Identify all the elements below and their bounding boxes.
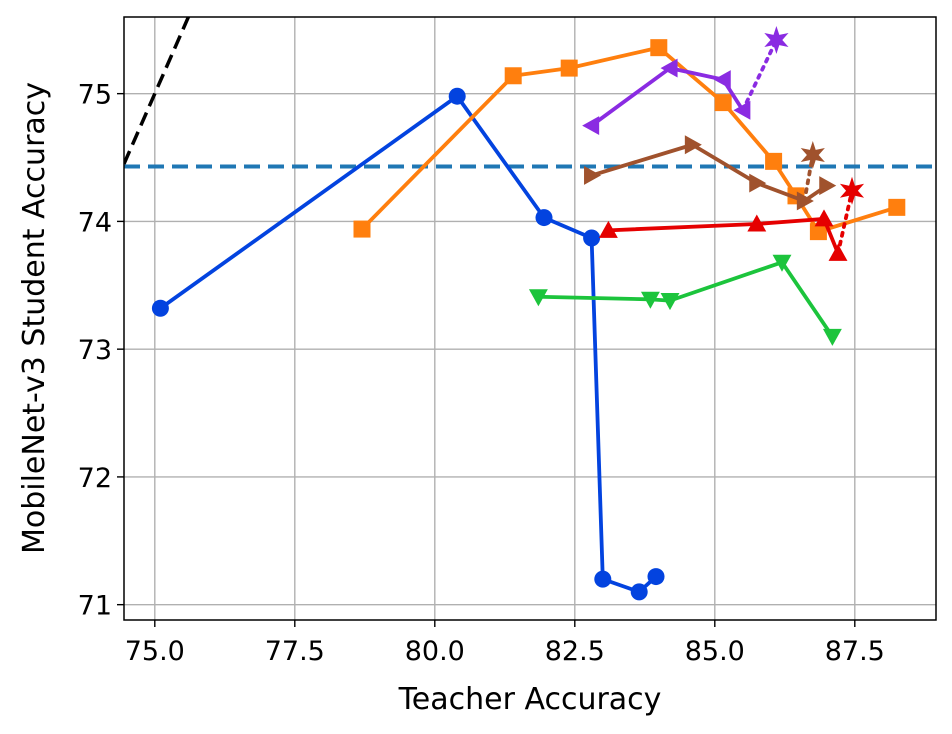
series-line [159, 94, 658, 594]
data-point [765, 152, 783, 170]
data-point [814, 209, 834, 227]
data-point [535, 209, 553, 227]
data-point [640, 291, 660, 309]
data-point [747, 214, 767, 232]
series-1 [353, 39, 906, 241]
data-point [528, 289, 548, 307]
x-axis-ticks: 75.0 77.5 80.0 82.5 85.0 87.5 [125, 620, 885, 667]
x-tick-label: 77.5 [265, 636, 325, 667]
series-line [740, 38, 779, 113]
y-tick-label: 74 [78, 207, 112, 238]
data-point [584, 165, 602, 185]
series-7 [800, 141, 825, 169]
data-point [749, 173, 767, 193]
data-point [839, 176, 865, 205]
x-axis-title: Teacher Accuracy [398, 682, 662, 717]
y-axis-title: MobileNet-v3 Student Accuracy [17, 82, 52, 554]
identity-reference-line [124, 17, 191, 165]
data-point [660, 58, 678, 78]
data-point [598, 220, 618, 238]
data-point [353, 220, 371, 238]
y-tick-label: 72 [78, 463, 112, 494]
series-10 [839, 176, 865, 205]
series-5 [584, 135, 837, 211]
x-tick-label: 80.0 [405, 636, 465, 667]
data-point [647, 568, 665, 586]
data-point [819, 176, 837, 196]
y-axis-ticks: 71 72 73 74 75 [78, 80, 124, 622]
series-line [590, 66, 745, 128]
x-tick-label: 85.0 [685, 636, 745, 667]
data-point [582, 116, 600, 136]
data-point [822, 328, 842, 346]
data-point [764, 26, 789, 54]
data-point [714, 94, 732, 112]
data-point [448, 87, 466, 105]
reference-lines [124, 17, 936, 169]
y-tick-label: 73 [78, 335, 112, 366]
data-point [594, 570, 612, 588]
series-11 [528, 254, 842, 346]
x-tick-label: 75.0 [125, 636, 185, 667]
series-0 [151, 87, 665, 601]
series-line [538, 260, 834, 338]
series-4 [764, 26, 789, 54]
series [151, 26, 906, 601]
x-tick-label: 82.5 [545, 636, 605, 667]
data-point [151, 299, 169, 317]
series-2 [582, 58, 751, 136]
series-3 [740, 38, 779, 113]
data-point [888, 198, 906, 216]
data-point [713, 70, 731, 90]
x-tick-label: 87.5 [825, 636, 885, 667]
data-point [660, 293, 680, 311]
series-line [360, 45, 898, 234]
series-line [836, 188, 854, 256]
data-point [650, 39, 668, 57]
plot-frame [123, 16, 937, 621]
data-point [583, 229, 601, 247]
data-point [809, 223, 827, 241]
data-point [504, 67, 522, 85]
y-tick-label: 71 [78, 591, 112, 622]
y-tick-label: 75 [78, 80, 112, 111]
series-line [608, 216, 840, 255]
grid [124, 17, 936, 620]
data-point [684, 135, 702, 155]
data-point [560, 59, 578, 77]
data-point [772, 254, 792, 272]
series-9 [836, 188, 854, 256]
data-point [630, 583, 648, 601]
series-8 [598, 209, 848, 261]
data-point [800, 141, 825, 169]
